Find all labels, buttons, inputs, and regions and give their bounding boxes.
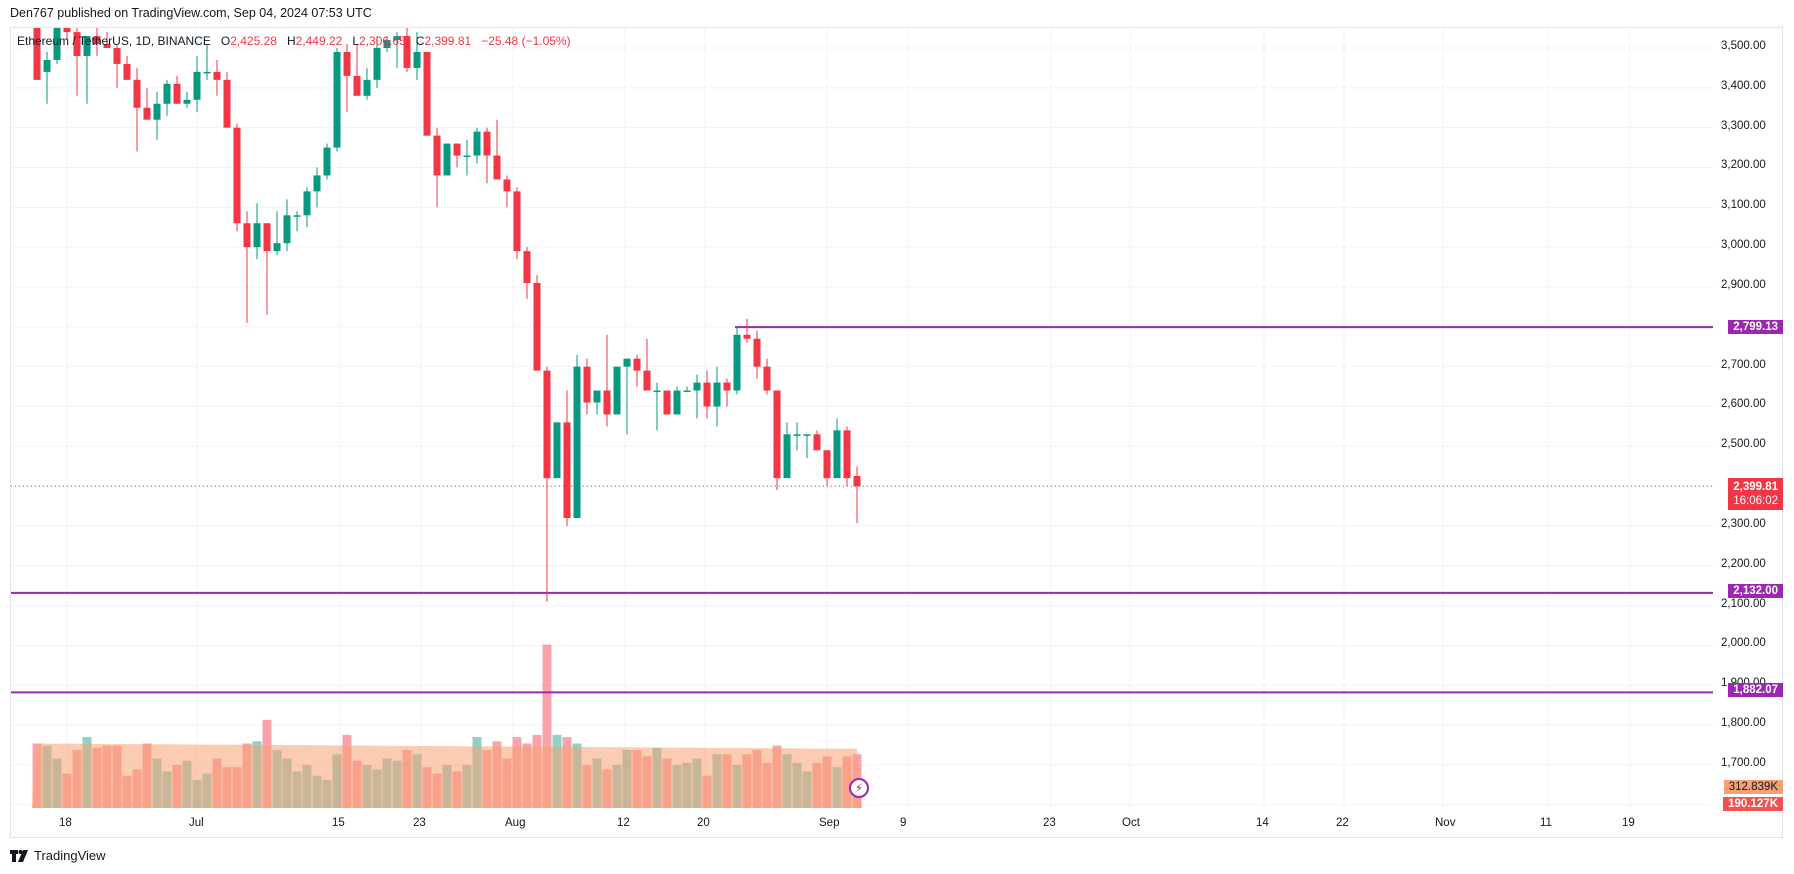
current-price-tag: 2,399.81 16:06:02: [1728, 478, 1783, 510]
price-tick: 3,100.00: [1721, 199, 1766, 212]
volume-ma-tag: 312.839K: [1723, 780, 1783, 794]
close-value: 2,399.81: [424, 34, 472, 48]
price-tick: 2,300.00: [1721, 517, 1766, 530]
change-value: −25.48 (−1.05%): [481, 34, 571, 48]
publish-line: Den767 published on TradingView.com, Sep…: [10, 6, 372, 20]
close-label: C: [415, 34, 425, 48]
time-tick: 14: [1256, 817, 1269, 829]
tradingview-logo[interactable]: TradingView: [10, 848, 106, 863]
tradingview-logo-icon: [10, 849, 28, 862]
volume-tag: 190.127K: [1723, 797, 1783, 811]
lightning-icon[interactable]: ⚡: [849, 778, 869, 798]
price-tick: 3,000.00: [1721, 239, 1766, 252]
price-tick: 2,600.00: [1721, 398, 1766, 411]
price-tick: 3,400.00: [1721, 79, 1766, 92]
time-tick: 19: [1622, 817, 1635, 829]
time-tick: 18: [59, 817, 72, 829]
level-low-tag: 1,882.07: [1728, 683, 1783, 697]
time-tick: 11: [1540, 817, 1552, 829]
symbol-name: Ethereum / TetherUS, 1D, BINANCE: [17, 34, 211, 48]
current-price-value: 2,399.81: [1733, 481, 1778, 493]
time-tick: Nov: [1435, 817, 1456, 829]
price-tick: 3,300.00: [1721, 119, 1766, 132]
price-tick: 2,900.00: [1721, 278, 1766, 291]
brand-name: TradingView: [34, 848, 106, 863]
level-mid-tag: 2,132.00: [1728, 584, 1783, 598]
time-tick: Oct: [1122, 817, 1140, 829]
bar-countdown: 16:06:02: [1733, 495, 1778, 507]
open-value: 2,425.28: [230, 34, 277, 48]
time-tick: 23: [1043, 817, 1056, 829]
time-tick: Jul: [189, 817, 204, 829]
low-label: L: [352, 34, 360, 48]
price-tick: 1,800.00: [1721, 717, 1766, 730]
time-tick: 20: [697, 817, 710, 829]
time-tick: Sep: [819, 817, 840, 829]
price-tick: 2,200.00: [1721, 557, 1766, 570]
price-tick: 2,700.00: [1721, 358, 1766, 371]
level-high-tag: 2,799.13: [1728, 320, 1783, 334]
chart-frame: [10, 27, 1783, 838]
time-tick: 12: [617, 817, 630, 829]
time-tick: Aug: [505, 817, 526, 829]
price-tick: 2,100.00: [1721, 597, 1766, 610]
time-tick: 23: [413, 817, 426, 829]
low-value: 2,306.65: [359, 34, 406, 48]
price-tick: 1,700.00: [1721, 756, 1766, 769]
price-tick: 2,500.00: [1721, 438, 1766, 451]
price-tick: 2,000.00: [1721, 637, 1766, 650]
time-tick: 22: [1336, 817, 1349, 829]
open-label: O: [220, 34, 231, 48]
price-tick: 3,200.00: [1721, 159, 1766, 172]
high-value: 2,449.22: [295, 34, 343, 48]
symbol-legend: Ethereum / TetherUS, 1D, BINANCE O2,425.…: [17, 34, 571, 48]
time-tick: 9: [900, 817, 907, 829]
time-tick: 15: [332, 817, 345, 829]
high-label: H: [286, 34, 296, 48]
price-tick: 3,500.00: [1721, 40, 1766, 52]
